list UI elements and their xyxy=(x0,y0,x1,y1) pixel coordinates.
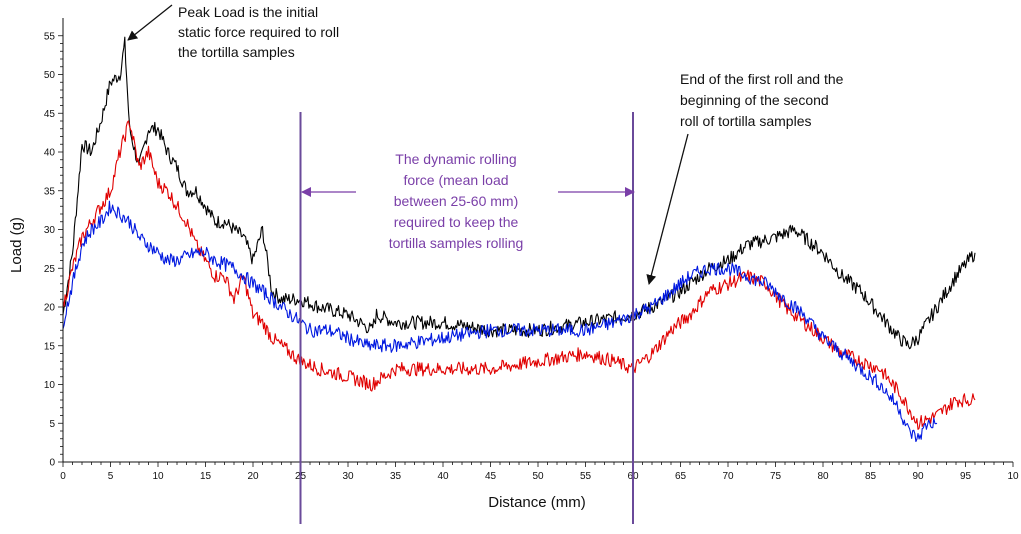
y-tick-label: 35 xyxy=(44,186,56,197)
x-tick-label: 10 xyxy=(1007,471,1019,482)
end-roll-arrow xyxy=(646,133,689,285)
x-tick-label: 0 xyxy=(60,471,66,482)
y-axis-title: Load (g) xyxy=(8,217,25,273)
y-tick-label: 50 xyxy=(44,70,56,81)
dynamic-annotation-line-4: required to keep the xyxy=(394,214,519,230)
x-tick-label: 55 xyxy=(580,471,592,482)
x-tick-label: 65 xyxy=(675,471,687,482)
end-roll-annotation: End of the first roll and the beginning … xyxy=(646,71,844,285)
y-tick-label: 40 xyxy=(44,148,56,159)
series-line-2 xyxy=(62,120,976,430)
dynamic-annotation-line-3: between 25-60 mm) xyxy=(394,193,519,209)
x-tick-label: 40 xyxy=(437,471,449,482)
end-annotation-line-3: roll of tortilla samples xyxy=(680,113,812,129)
dynamic-annotation-line-1: The dynamic rolling xyxy=(395,151,516,167)
axes: 0510152025303540455055606570758085909510… xyxy=(44,18,1019,482)
x-tick-label: 15 xyxy=(200,471,212,482)
y-tick-label: 30 xyxy=(44,225,56,236)
x-tick-label: 45 xyxy=(485,471,497,482)
x-tick-label: 50 xyxy=(532,471,544,482)
dynamic-annotation-line-2: force (mean load xyxy=(403,172,508,188)
peak-annotation-line-3: the tortilla samples xyxy=(178,44,295,60)
y-tick-label: 5 xyxy=(49,419,55,430)
y-tick-label: 25 xyxy=(44,264,56,275)
y-tick-label: 10 xyxy=(44,380,56,391)
peak-annotation-line-2: static force required to roll xyxy=(178,24,339,40)
x-tick-label: 80 xyxy=(817,471,829,482)
x-tick-label: 35 xyxy=(390,471,402,482)
vertical-markers xyxy=(299,112,634,524)
end-annotation-line-1: End of the first roll and the xyxy=(680,71,844,87)
x-tick-label: 20 xyxy=(247,471,259,482)
x-tick-label: 30 xyxy=(342,471,354,482)
peak-annotation-line-1: Peak Load is the initial xyxy=(178,4,318,20)
series-line-3 xyxy=(62,200,938,443)
peak-load-annotation: Peak Load is the initial static force re… xyxy=(127,4,339,60)
x-tick-label: 5 xyxy=(108,471,114,482)
x-tick-label: 10 xyxy=(152,471,164,482)
dynamic-annotation-line-5: tortilla samples rolling xyxy=(389,235,524,251)
x-axis-title: Distance (mm) xyxy=(488,494,586,511)
y-tick-label: 15 xyxy=(44,341,56,352)
x-tick-label: 85 xyxy=(865,471,877,482)
y-tick-label: 0 xyxy=(49,458,55,469)
y-tick-label: 55 xyxy=(44,31,56,42)
peak-arrow xyxy=(127,4,173,41)
series-layer xyxy=(62,36,976,443)
x-tick-label: 90 xyxy=(912,471,924,482)
x-tick-label: 95 xyxy=(960,471,972,482)
y-tick-label: 20 xyxy=(44,303,56,314)
y-tick-label: 45 xyxy=(44,109,56,120)
x-tick-label: 70 xyxy=(722,471,734,482)
end-annotation-line-2: beginning of the second xyxy=(680,92,829,108)
dynamic-force-annotation: The dynamic rolling force (mean load bet… xyxy=(301,151,635,251)
x-tick-label: 75 xyxy=(770,471,782,482)
